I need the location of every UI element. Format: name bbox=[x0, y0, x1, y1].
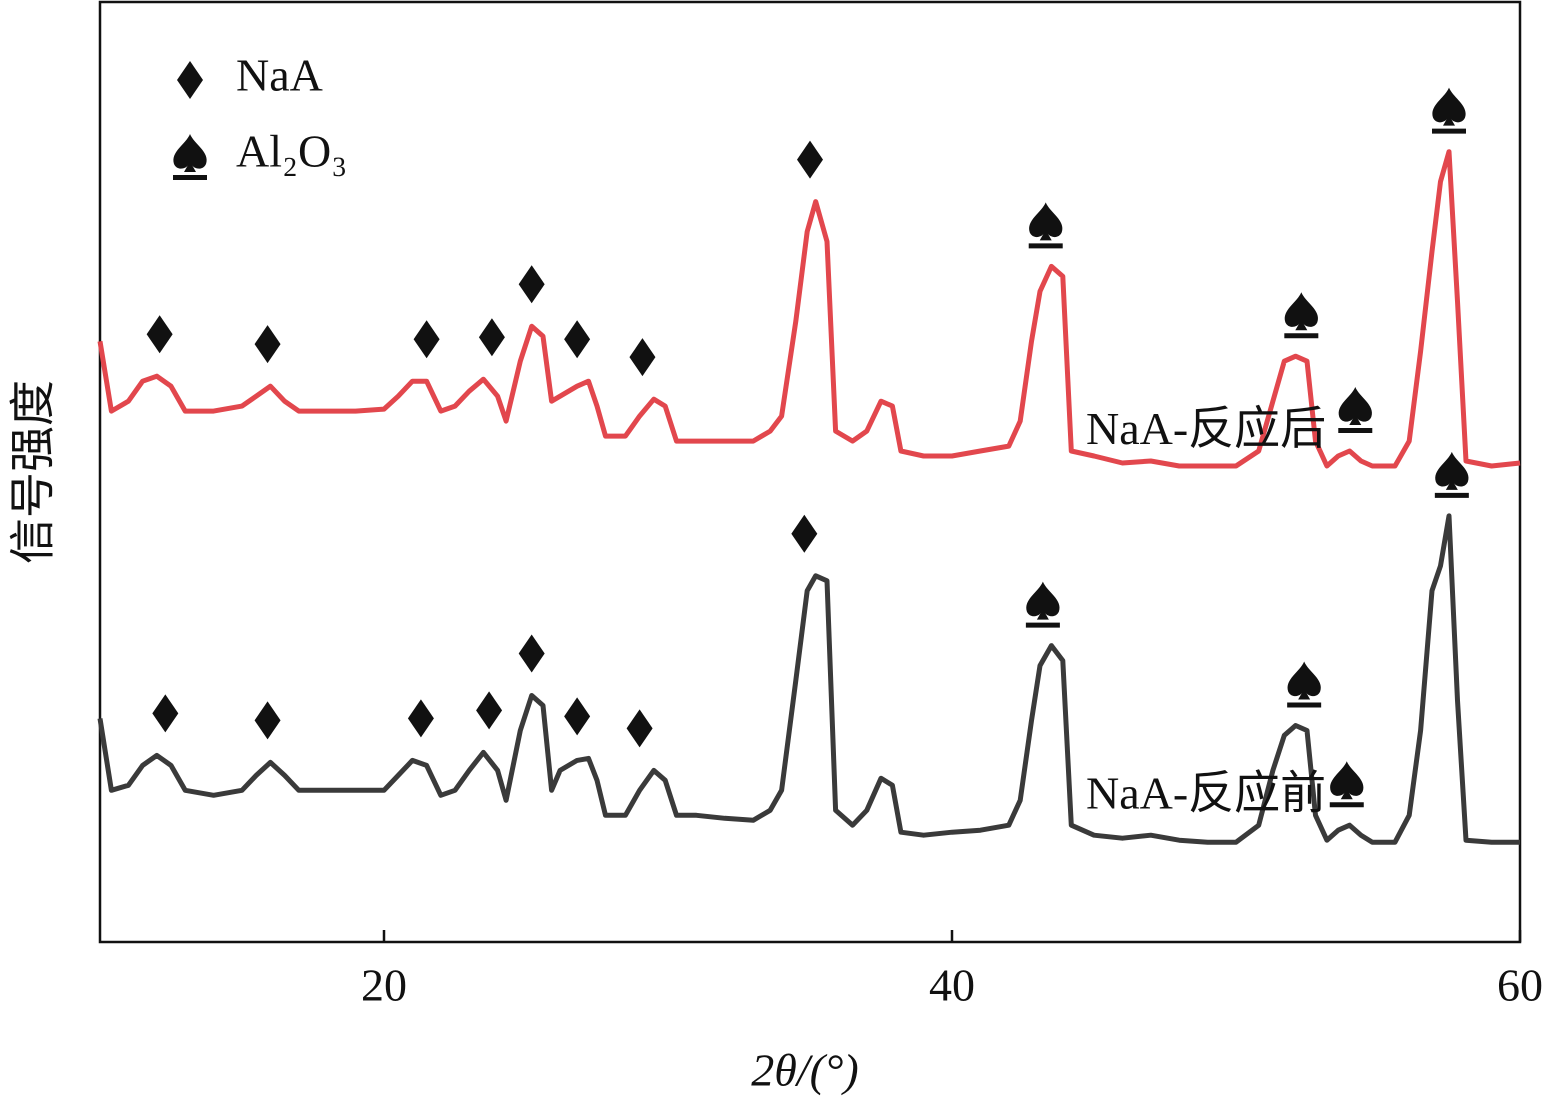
peak-marker bbox=[626, 709, 653, 748]
peak-marker bbox=[1284, 292, 1319, 339]
peak-marker bbox=[478, 318, 505, 357]
peak-marker bbox=[1028, 202, 1063, 249]
peak-marker bbox=[146, 315, 173, 354]
series-label: NaA-反应后 bbox=[1086, 403, 1326, 454]
legend-symbol bbox=[173, 134, 207, 180]
peak-marker bbox=[797, 140, 823, 179]
legend-label: Al₂O₃ bbox=[236, 126, 347, 177]
peak-marker bbox=[407, 699, 434, 738]
peak-marker bbox=[1432, 87, 1466, 134]
peak-marker bbox=[152, 694, 179, 733]
peak-marker bbox=[476, 691, 503, 730]
peak-marker bbox=[1434, 451, 1469, 498]
peak-marker bbox=[564, 320, 591, 359]
peak-marker bbox=[518, 634, 545, 673]
plot-frame bbox=[98, 0, 1522, 944]
x-tick-label: 20 bbox=[361, 960, 407, 1011]
peak-marker bbox=[518, 265, 545, 304]
x-tick-label: 60 bbox=[1497, 960, 1543, 1011]
peak-marker bbox=[1338, 387, 1373, 434]
peak-marker bbox=[791, 514, 818, 553]
peak-marker bbox=[564, 697, 591, 736]
peak-marker bbox=[254, 701, 281, 740]
x-axis-label: 2θ/(°) bbox=[751, 1045, 858, 1096]
peak-marker bbox=[1287, 661, 1322, 708]
peak-marker bbox=[1025, 581, 1060, 628]
y-axis-label: 信号强度 bbox=[8, 380, 59, 564]
peak-marker bbox=[1329, 761, 1364, 808]
peak-marker bbox=[629, 338, 656, 377]
series-line bbox=[97, 513, 1520, 845]
x-tick-label: 40 bbox=[929, 960, 975, 1011]
series-line bbox=[97, 149, 1521, 469]
legend-label: NaA bbox=[236, 50, 323, 101]
peak-marker bbox=[413, 320, 440, 359]
legend-symbol bbox=[177, 61, 203, 99]
series-label: NaA-反应前 bbox=[1086, 767, 1326, 818]
peak-marker bbox=[254, 325, 281, 364]
